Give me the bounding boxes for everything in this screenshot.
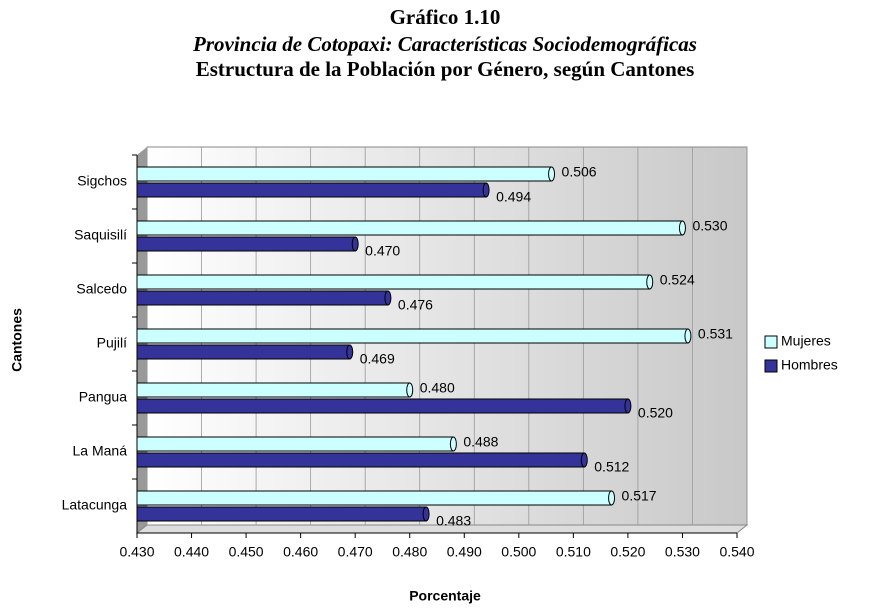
x-tick-label: 0.510	[556, 544, 591, 560]
chart-heading: Estructura de la Población por Género, s…	[196, 57, 695, 81]
value-label: 0.480	[420, 380, 455, 396]
value-label: 0.530	[692, 218, 727, 234]
bar-cap	[624, 398, 632, 414]
bar-cap	[422, 506, 430, 522]
y-tick-label: Pujilí	[97, 335, 127, 351]
x-axis-label: Porcentaje	[409, 588, 481, 604]
value-label: 0.512	[594, 459, 629, 475]
x-tick-label: 0.490	[447, 544, 482, 560]
value-label: 0.520	[638, 405, 673, 421]
bar	[136, 328, 689, 344]
legend-swatch	[764, 335, 778, 349]
value-label: 0.506	[562, 164, 597, 180]
x-tick-label: 0.480	[392, 544, 427, 560]
bar	[136, 236, 356, 252]
bar	[136, 382, 411, 398]
bar	[136, 452, 585, 468]
x-tick-label: 0.450	[229, 544, 264, 560]
bar	[136, 274, 651, 290]
legend-label: Mujeres	[781, 333, 831, 349]
bar	[136, 490, 613, 506]
bar-cap	[678, 220, 686, 236]
y-tick-label: Salcedo	[76, 281, 127, 297]
x-tick-label: 0.530	[665, 544, 700, 560]
value-label: 0.488	[463, 434, 498, 450]
x-tick-label: 0.470	[338, 544, 373, 560]
y-tick-label: Pangua	[79, 389, 127, 405]
bar-cap	[351, 236, 359, 252]
y-tick-label: Latacunga	[62, 497, 128, 513]
x-tick-label: 0.460	[283, 544, 318, 560]
x-tick-label: 0.540	[719, 544, 754, 560]
value-label: 0.494	[496, 189, 531, 205]
bar-cap	[608, 490, 616, 506]
bar-cap	[548, 166, 556, 182]
y-tick-label: Saquisilí	[74, 227, 127, 243]
value-label: 0.476	[398, 297, 433, 313]
bar-cap	[449, 436, 457, 452]
value-label: 0.517	[622, 488, 657, 504]
x-tick-label: 0.440	[174, 544, 209, 560]
value-label: 0.470	[365, 243, 400, 259]
bar	[136, 398, 629, 414]
bar	[136, 506, 427, 522]
bar-cap	[346, 344, 354, 360]
bar-cap	[384, 290, 392, 306]
bar-cap	[482, 182, 490, 198]
x-tick-label: 0.500	[501, 544, 536, 560]
y-axis-label: Cantones	[9, 308, 25, 372]
bar	[136, 220, 683, 236]
legend	[757, 325, 891, 387]
bar	[136, 290, 389, 306]
y-tick-label: Sigchos	[77, 173, 127, 189]
value-label: 0.531	[698, 326, 733, 342]
bar	[136, 166, 553, 182]
bar-cap	[580, 452, 588, 468]
value-label: 0.469	[360, 351, 395, 367]
legend-swatch	[764, 359, 778, 373]
y-tick-label: La Maná	[73, 443, 128, 459]
chart-title: Gráfico 1.10	[390, 5, 501, 29]
bar-cap	[646, 274, 654, 290]
bar	[136, 344, 351, 360]
bar-cap	[406, 382, 414, 398]
value-label: 0.483	[436, 513, 471, 529]
bar-cap	[684, 328, 692, 344]
bar	[136, 436, 454, 452]
bar	[136, 182, 487, 198]
x-tick-label: 0.430	[119, 544, 154, 560]
value-label: 0.524	[660, 272, 695, 288]
x-tick-label: 0.520	[610, 544, 645, 560]
chart-subtitle: Provincia de Cotopaxi: Características S…	[192, 32, 697, 56]
legend-label: Hombres	[781, 357, 838, 373]
